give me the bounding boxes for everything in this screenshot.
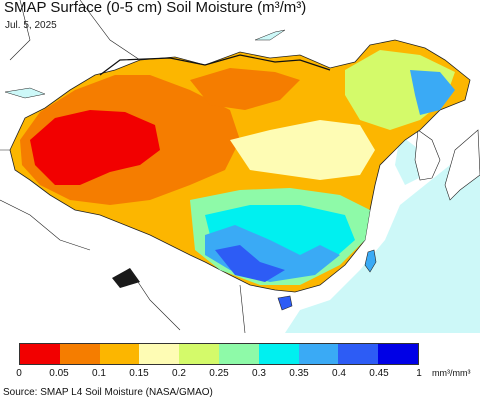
lake-baikal (254, 29, 286, 41)
map-title: SMAP Surface (0-5 cm) Soil Moisture (m³/… (4, 0, 307, 16)
neighbor-borders (0, 0, 246, 333)
legend-swatch (258, 344, 299, 364)
legend-tick-label: 1 (416, 368, 422, 379)
map-date: Jul. 5, 2025 (5, 20, 57, 31)
legend-swatch (179, 344, 219, 364)
legend-color-bar (19, 343, 419, 365)
legend-tick-label: 0.35 (289, 368, 309, 379)
legend-swatch (139, 344, 180, 364)
korea-peninsula (414, 129, 441, 181)
legend-swatch (378, 344, 418, 364)
legend-tick-label: 0.25 (209, 368, 229, 379)
legend-swatch (20, 344, 60, 364)
legend-tick-label: 0.45 (369, 368, 389, 379)
legend-tick-label: 0.1 (92, 368, 106, 379)
legend-swatch (99, 344, 140, 364)
mongolia-border (99, 54, 331, 76)
legend-tick-label: 0 (16, 368, 22, 379)
central-transition (230, 120, 375, 180)
japan-islands (444, 129, 480, 201)
legend-tick-label: 0.15 (129, 368, 149, 379)
legend-swatch (59, 344, 100, 364)
legend-tick-label: 0.2 (172, 368, 186, 379)
yellow-sea (395, 135, 425, 185)
driest-core-region (30, 110, 160, 185)
legend-swatch (218, 344, 259, 364)
legend-tick-label: 0.3 (252, 368, 266, 379)
legend-unit: mm³/mm³ (432, 368, 471, 378)
legend-tick-label: 0.4 (332, 368, 346, 379)
northern-dry-belt (190, 68, 300, 110)
soil-moisture-map: SMAP Surface (0-5 cm) Soil Moisture (m³/… (0, 0, 480, 333)
northeast-wet (410, 70, 455, 115)
ocean-area (285, 165, 480, 333)
taiwan-island (364, 249, 377, 273)
map-canvas (0, 0, 480, 333)
legend-tick-label: 0.05 (49, 368, 69, 379)
yunnan-wettest (215, 245, 285, 282)
legend-swatch (298, 344, 339, 364)
hainan-island (277, 295, 293, 311)
legend-swatch (338, 344, 379, 364)
lake-balkhash (4, 87, 46, 99)
source-credit: Source: SMAP L4 Soil Moisture (NASA/GMAO… (3, 387, 213, 398)
southwest-border-strip (112, 268, 140, 288)
